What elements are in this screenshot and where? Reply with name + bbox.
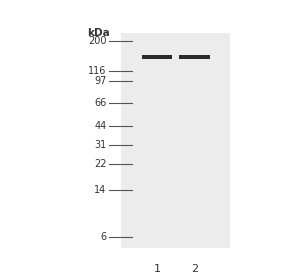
- Text: 97: 97: [94, 76, 107, 86]
- Text: 31: 31: [94, 140, 107, 150]
- Text: 6: 6: [101, 232, 107, 242]
- Bar: [179, 55, 210, 59]
- Text: 14: 14: [94, 185, 107, 195]
- Text: kDa: kDa: [87, 28, 109, 37]
- Text: 44: 44: [94, 121, 107, 131]
- Text: 66: 66: [94, 98, 107, 108]
- Text: 116: 116: [88, 66, 107, 76]
- Text: 2: 2: [191, 264, 198, 274]
- Text: 22: 22: [94, 160, 107, 169]
- Text: 1: 1: [154, 264, 161, 274]
- Text: 200: 200: [88, 36, 107, 46]
- Bar: [142, 55, 173, 59]
